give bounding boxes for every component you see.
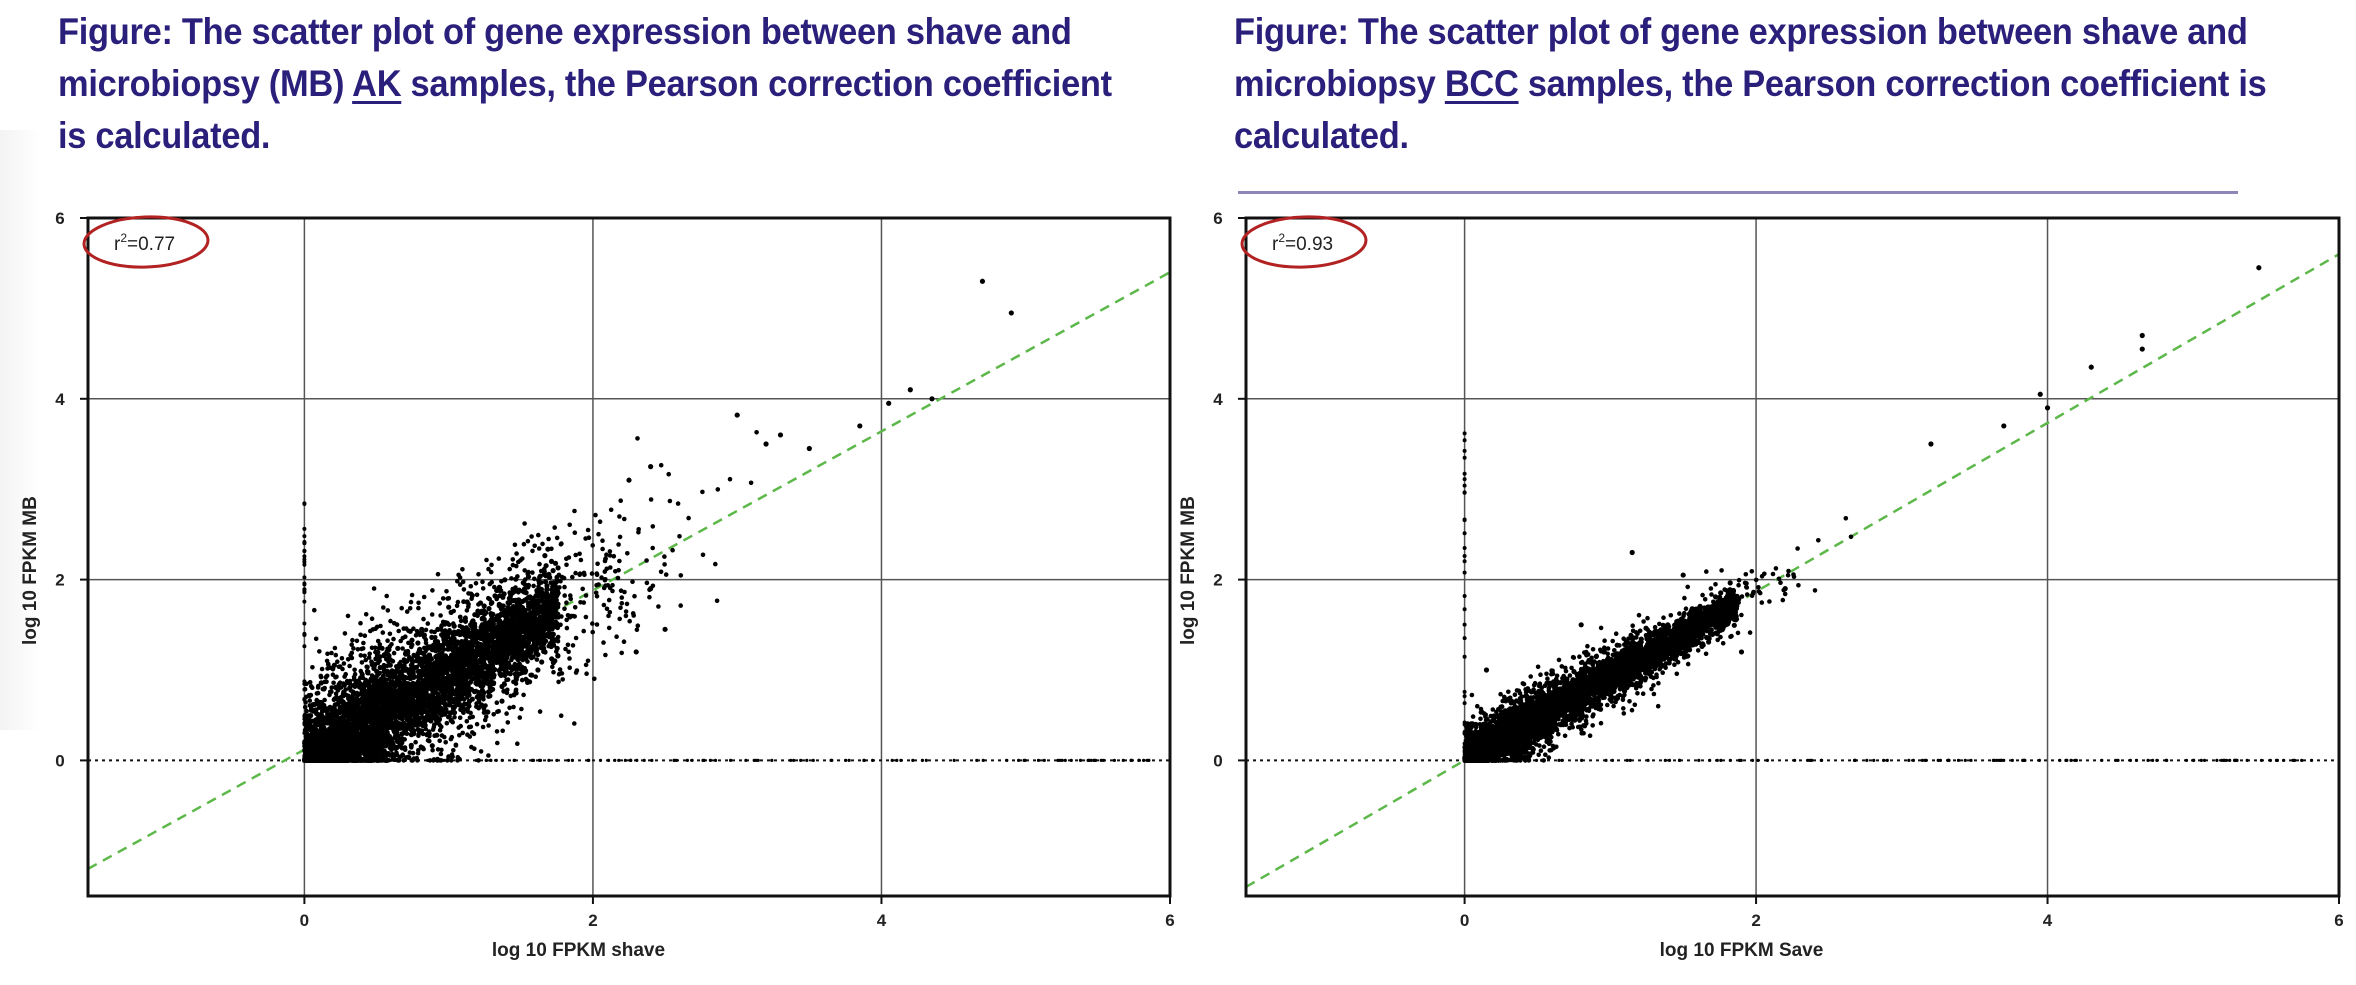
scatter-points — [302, 278, 1151, 764]
caption-text: Figure: The scatter plot of gene express… — [1234, 11, 2248, 104]
caption-text: Figure: The scatter plot of gene express… — [58, 11, 1072, 104]
y-axis-title: log 10 FPKM MB — [20, 496, 41, 645]
grid-lines — [1246, 218, 2339, 896]
y-tick-label: 6 — [1213, 209, 1222, 228]
scatter-chart-ak: 0 2 4 6 0 2 4 6 log 10 FPKM shave log 10 FPKM MB r… — [20, 209, 1175, 961]
y-axis-title: log 10 FPKM MB — [1178, 496, 1199, 645]
caption-text: samples, the Pearson correction coeffici… — [1234, 63, 2267, 156]
x-tick-label: 2 — [588, 911, 597, 930]
y-tick-label: 0 — [55, 751, 64, 770]
x-tick-label: 0 — [1460, 911, 1469, 930]
annotation-circle — [82, 215, 210, 269]
x-axis-title: log 10 FPKM shave — [492, 940, 665, 961]
scatter-points — [1462, 265, 2314, 764]
divider-rule — [1238, 191, 2238, 194]
plot-frame — [86, 216, 1172, 898]
caption-text: samples, the Pearson correction coeffici… — [58, 63, 1112, 156]
x-tick-label: 0 — [300, 911, 309, 930]
figure-caption-right: Figure: The scatter plot of gene express… — [1234, 6, 2313, 162]
reference-diagonal-line — [1245, 253, 2340, 889]
x-axis-title: log 10 FPKM Save — [1660, 940, 1824, 961]
background-fade — [0, 130, 40, 730]
reference-diagonal-line — [87, 271, 1171, 870]
x-tick-label: 4 — [877, 911, 887, 930]
x-tick-label: 2 — [1751, 911, 1760, 930]
x-tick-label: 4 — [2043, 911, 2053, 930]
y-tick-label: 6 — [55, 209, 64, 228]
plot-frame — [1244, 216, 2341, 898]
y-tick-label: 2 — [55, 571, 64, 590]
annotation-circle — [1240, 215, 1368, 269]
grid-lines — [88, 218, 1170, 896]
x-tick-label: 6 — [1165, 911, 1174, 930]
r-squared-label: r2=0.93 — [1272, 231, 1333, 255]
x-tick-label: 6 — [2334, 911, 2343, 930]
y-tick-label: 2 — [1213, 571, 1222, 590]
caption-emphasis-ak: AK — [352, 63, 402, 104]
y-tick-label: 0 — [1213, 751, 1222, 770]
r-squared-label: r2=0.77 — [114, 231, 175, 255]
caption-emphasis-bcc: BCC — [1444, 63, 1519, 104]
y-tick-label: 4 — [55, 390, 65, 409]
y-tick-label: 4 — [1213, 390, 1223, 409]
figure-caption-left: Figure: The scatter plot of gene express… — [58, 6, 1137, 162]
